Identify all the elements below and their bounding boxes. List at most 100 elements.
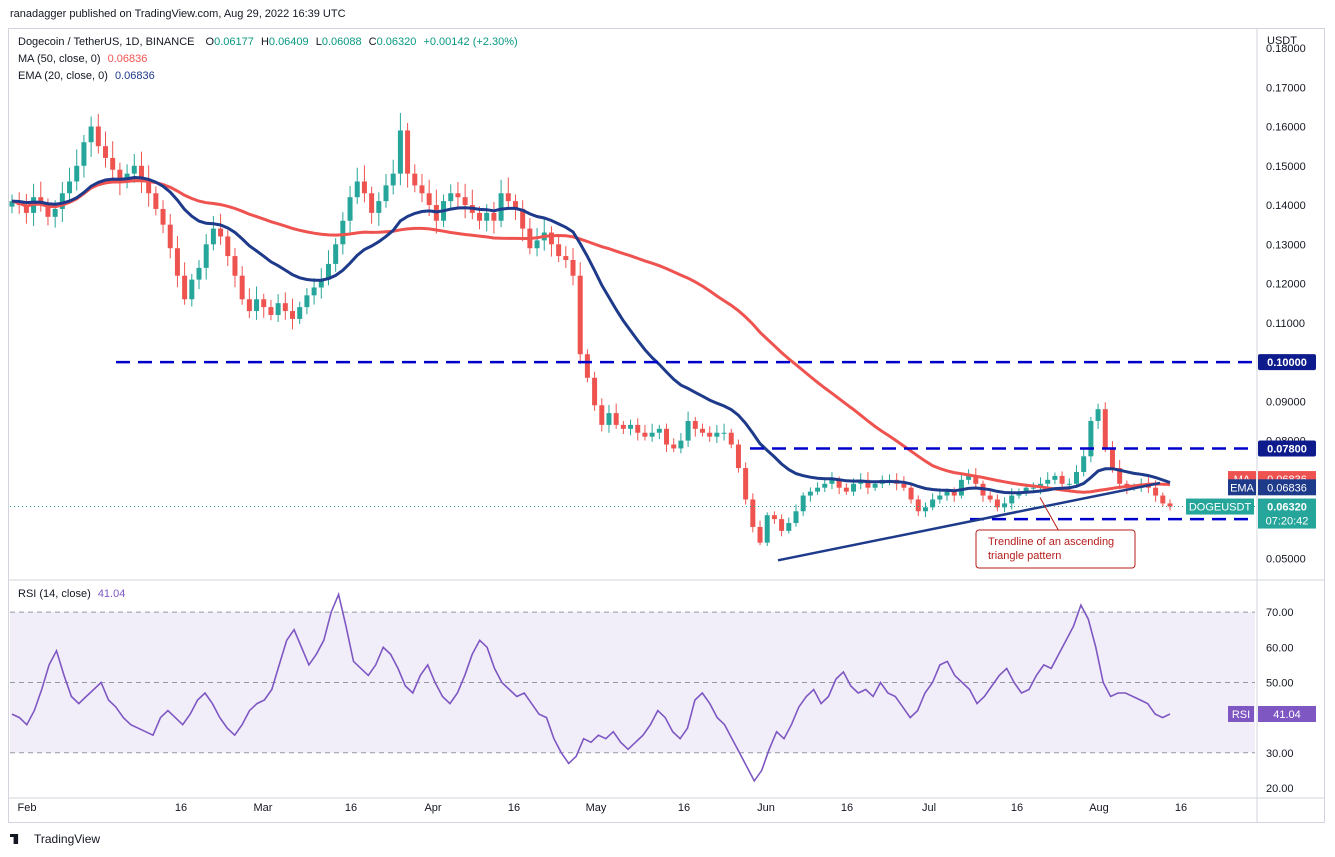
candle-body bbox=[484, 212, 490, 221]
candle-body bbox=[196, 267, 202, 280]
candle-body bbox=[448, 193, 454, 202]
candle-body bbox=[412, 173, 418, 186]
candle-body bbox=[275, 303, 281, 315]
time-tick-label: Aug bbox=[1089, 802, 1109, 814]
rsi-tag-bg bbox=[1228, 705, 1254, 722]
candle-body bbox=[750, 499, 756, 527]
ema-legend[interactable]: EMA (20, close, 0) 0.06836 bbox=[18, 70, 155, 82]
candle-body bbox=[620, 424, 626, 429]
price-tag-countdown: 07:20:42 bbox=[1266, 516, 1309, 528]
time-tick-label: 16 bbox=[175, 802, 187, 814]
candle-body bbox=[376, 201, 382, 213]
candle-body bbox=[160, 208, 166, 225]
candle-body bbox=[59, 193, 65, 209]
candle-body bbox=[397, 130, 403, 174]
candle-body bbox=[757, 526, 763, 543]
rsi-tick-label: 30.00 bbox=[1266, 748, 1294, 760]
candle-body bbox=[577, 275, 583, 355]
trendline bbox=[777, 481, 1161, 562]
candle-body bbox=[361, 181, 367, 194]
candle-body bbox=[534, 240, 540, 249]
candle-body bbox=[419, 185, 425, 194]
candle-body bbox=[505, 193, 511, 202]
tradingview-logo[interactable]: TradingView bbox=[10, 832, 100, 846]
candle-body bbox=[455, 193, 461, 198]
candle-body bbox=[592, 377, 598, 406]
high-value: 0.06409 bbox=[268, 36, 309, 48]
candle-body bbox=[628, 424, 634, 429]
candle-body bbox=[52, 208, 58, 217]
candle-body bbox=[210, 228, 216, 245]
candle-body bbox=[167, 224, 173, 249]
candle-body bbox=[103, 146, 109, 158]
candle-body bbox=[67, 181, 73, 194]
candle-body bbox=[110, 157, 116, 170]
close-value: 0.06320 bbox=[376, 36, 417, 48]
candle-body bbox=[261, 299, 267, 308]
annotation-text-line1: Trendline of an ascending bbox=[988, 536, 1114, 548]
time-tick-label: 16 bbox=[345, 802, 357, 814]
high-label: H bbox=[260, 36, 269, 48]
candle-body bbox=[930, 499, 936, 508]
candle-body bbox=[333, 244, 339, 264]
open-label: O bbox=[205, 36, 215, 48]
candle-body bbox=[512, 201, 518, 209]
low-value: 0.06088 bbox=[321, 36, 362, 48]
candle-body bbox=[872, 483, 878, 488]
candle-body bbox=[671, 444, 677, 449]
candle-body bbox=[922, 507, 928, 512]
ema20-line bbox=[11, 175, 1171, 495]
candle-body bbox=[678, 440, 684, 449]
candle-body bbox=[642, 432, 648, 437]
candle-body bbox=[966, 475, 972, 480]
price-tick-label: 0.16000 bbox=[1266, 122, 1306, 134]
ma-legend[interactable]: MA (50, close, 0) 0.06836 bbox=[18, 53, 147, 65]
candle-body bbox=[1030, 487, 1036, 489]
price-tick-label: 0.15000 bbox=[1266, 161, 1306, 173]
candle-body bbox=[462, 197, 468, 206]
ema-tag-bg bbox=[1228, 479, 1256, 496]
candle-body bbox=[973, 475, 979, 484]
open-value: 0.06177 bbox=[214, 36, 254, 48]
rsi-tag-value-bg bbox=[1258, 705, 1316, 722]
candle-body bbox=[865, 479, 871, 488]
time-tick-label: 16 bbox=[841, 802, 853, 814]
candle-body bbox=[822, 483, 828, 488]
candle-body bbox=[735, 444, 741, 469]
symbol-name[interactable]: Dogecoin / TetherUS, 1D, BINANCE bbox=[18, 36, 195, 48]
candle-body bbox=[836, 479, 842, 488]
candle-body bbox=[232, 256, 238, 276]
annotation-text-line2: triangle pattern bbox=[988, 550, 1061, 562]
candle-body bbox=[246, 299, 252, 312]
candle-body bbox=[304, 295, 310, 308]
rsi-legend[interactable]: RSI (14, close) 41.04 bbox=[18, 588, 125, 600]
candle-body bbox=[1160, 495, 1166, 504]
candle-body bbox=[908, 487, 914, 500]
candle-body bbox=[815, 487, 821, 492]
candle-body bbox=[318, 279, 324, 288]
candle-body bbox=[843, 487, 849, 492]
price-tick-label: 0.11000 bbox=[1266, 318, 1305, 330]
publisher-line: ranadagger published on TradingView.com,… bbox=[10, 8, 346, 20]
level-label: 0.10000 bbox=[1267, 357, 1307, 369]
candle-body bbox=[793, 511, 799, 524]
candle-body bbox=[1109, 448, 1115, 469]
candle-body bbox=[426, 193, 432, 206]
price-tick-label: 0.09000 bbox=[1266, 396, 1306, 408]
footer-brand: TradingView bbox=[34, 832, 101, 846]
rsi-tick-label: 20.00 bbox=[1266, 783, 1294, 795]
candle-body bbox=[369, 193, 375, 213]
candle-body bbox=[225, 236, 231, 257]
time-tick-label: May bbox=[586, 802, 607, 814]
candle-body bbox=[405, 130, 411, 174]
chart-frame bbox=[8, 28, 1325, 823]
symbol-legend: Dogecoin / TetherUS, 1D, BINANCE O0.0617… bbox=[18, 36, 518, 48]
candle-body bbox=[958, 479, 964, 496]
candle-body bbox=[218, 228, 224, 237]
candle-body bbox=[325, 263, 331, 280]
candle-body bbox=[1073, 472, 1079, 484]
candle-body bbox=[297, 307, 303, 319]
candle-body bbox=[1023, 487, 1029, 492]
candle-body bbox=[131, 165, 137, 174]
